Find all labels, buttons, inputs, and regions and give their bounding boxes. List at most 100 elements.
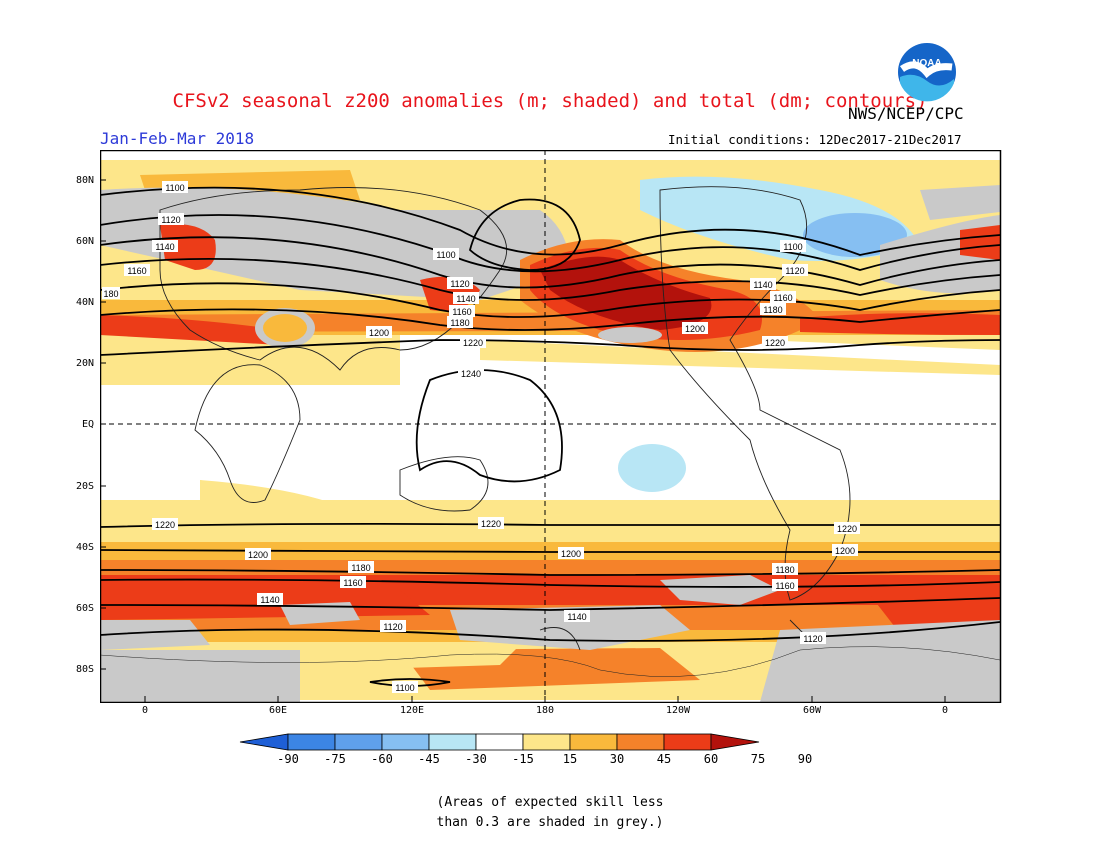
shade-sh-grey6	[280, 602, 360, 625]
map-ticks	[100, 179, 946, 702]
svg-text:1100: 1100	[165, 183, 184, 193]
lon-label-120w: 120W	[665, 705, 691, 716]
contours-sh	[100, 522, 1000, 687]
logo-text: NOAA	[912, 58, 941, 69]
contour-label-1180-sh-b: 1180	[772, 563, 798, 575]
contours-nh	[100, 186, 1000, 483]
noaa-logo: NOAA	[898, 43, 956, 102]
svg-text:1160: 1160	[775, 581, 794, 591]
agency-label: NWS/NCEP/CPC	[848, 104, 964, 123]
contour-label-1140-sh-a: 1140	[257, 593, 283, 605]
contour-label-1220-sh-c: 1220	[834, 522, 860, 534]
colorbar	[239, 733, 760, 751]
contour-label-1120b: 1120	[447, 277, 473, 289]
colorbar-swatch	[428, 733, 477, 751]
shade-pac-75	[540, 256, 712, 330]
shade-pac-grey	[598, 327, 662, 343]
contour-label-1120a: 1120	[158, 213, 184, 225]
contour-label-1140c: 1140	[750, 278, 776, 290]
colorbar-swatch	[710, 733, 760, 751]
contour-label-1100c: 1100	[780, 240, 806, 252]
svg-text:1120: 1120	[383, 622, 402, 632]
svg-text:1180: 1180	[775, 565, 794, 575]
contour-label-1100-sh: 1100	[392, 681, 418, 693]
contour-label-1160b: 1160	[449, 305, 475, 317]
contour-label-1200-sh-c: 1200	[832, 544, 858, 556]
colorbar-label: 15	[562, 752, 578, 766]
contour-label-1200c: 1200	[682, 322, 708, 334]
contour-label-1160c: 1160	[770, 291, 796, 303]
shade-sh-grey4	[100, 620, 210, 650]
contour-label-180-edge: 180	[102, 287, 120, 299]
svg-text:1160: 1160	[127, 266, 146, 276]
lat-label-40s: 40S	[75, 542, 94, 553]
svg-text:1120: 1120	[785, 266, 804, 276]
svg-text:1240: 1240	[461, 369, 481, 379]
colorbar-label: -15	[512, 752, 534, 766]
colorbar-label: -75	[324, 752, 346, 766]
chart-title: CFSv2 seasonal z200 anomalies (m; shaded…	[172, 90, 928, 112]
lon-label-60w: 60W	[802, 705, 822, 716]
colorbar-swatch	[569, 733, 618, 751]
svg-text:1200: 1200	[369, 328, 389, 338]
contour-label-1200-sh-b: 1200	[558, 547, 584, 559]
svg-text:1120: 1120	[450, 279, 469, 289]
svg-text:1120: 1120	[161, 215, 180, 225]
colorbar-label: 90	[797, 752, 813, 766]
anomaly-map: 1100 1120 1140 1160 180 1200 1100 1120 1…	[100, 150, 1002, 703]
svg-text:1140: 1140	[456, 294, 475, 304]
contour-label-group-nh: 1100 1120 1140 1160 180 1200 1100 1120 1…	[102, 181, 808, 379]
svg-text:1140: 1140	[567, 612, 586, 622]
contour-label-1180b: 1180	[447, 316, 473, 328]
lon-label-0-west: 0	[141, 705, 149, 716]
colorbar-label: -45	[418, 752, 440, 766]
svg-text:180: 180	[103, 289, 118, 299]
contour-label-1200a: 1200	[366, 326, 392, 338]
svg-text:1100: 1100	[395, 683, 414, 693]
svg-text:1220: 1220	[155, 520, 175, 530]
antarctica-coast	[100, 646, 1000, 677]
contour-label-1220-sh-a: 1220	[152, 518, 178, 530]
svg-text:1220: 1220	[463, 338, 483, 348]
svg-text:1200: 1200	[685, 324, 705, 334]
lon-label-60e: 60E	[268, 705, 288, 716]
contour-label-1200-sh-a: 1200	[245, 548, 271, 560]
colorbar-swatch	[663, 733, 712, 751]
contour-label-1140a: 1140	[152, 240, 178, 252]
lat-label-60n: 60N	[75, 236, 94, 247]
contour-label-1120-sh-a: 1120	[380, 620, 406, 632]
svg-text:1140: 1140	[260, 595, 279, 605]
contour-label-1160a: 1160	[124, 264, 150, 276]
contour-label-group-sh: 1220 1220 1220 1200 1200 1200 1180 1180 …	[152, 517, 860, 693]
lat-label-eq: EQ	[81, 419, 94, 430]
lat-label-80n: 80N	[75, 175, 94, 186]
svg-text:1180: 1180	[351, 563, 370, 573]
colorbar-label: 75	[750, 752, 766, 766]
svg-text:1160: 1160	[773, 293, 792, 303]
shade-sh-blob	[200, 480, 350, 515]
lat-label-20s: 20S	[75, 481, 94, 492]
svg-text:1160: 1160	[452, 307, 471, 317]
colorbar-label: 45	[656, 752, 672, 766]
svg-text:1200: 1200	[835, 546, 855, 556]
shade-sh-grey2	[660, 575, 780, 605]
forecast-period: Jan-Feb-Mar 2018	[100, 129, 255, 148]
colorbar-swatch	[475, 733, 524, 751]
svg-text:1140: 1140	[155, 242, 174, 252]
colorbar-swatch	[287, 733, 336, 751]
lat-label-80s: 80S	[75, 664, 94, 675]
contour-label-1120c: 1120	[782, 264, 808, 276]
contour-label-1140b: 1140	[453, 292, 479, 304]
skill-note: (Areas of expected skill less than 0.3 a…	[436, 795, 664, 830]
contour-label-1240: 1240	[458, 367, 484, 379]
colorbar-swatch	[381, 733, 430, 751]
contour-label-1140-sh-b: 1140	[564, 610, 590, 622]
contour-label-1120-sh-b: 1120	[800, 632, 826, 644]
lon-label-180: 180	[535, 705, 555, 716]
lon-label-0-east: 0	[941, 705, 949, 716]
contour-label-1220b: 1220	[460, 336, 486, 348]
colorbar-swatch	[334, 733, 383, 751]
shade-natl-60	[960, 225, 1000, 260]
svg-text:1180: 1180	[763, 305, 782, 315]
svg-text:1220: 1220	[837, 524, 857, 534]
